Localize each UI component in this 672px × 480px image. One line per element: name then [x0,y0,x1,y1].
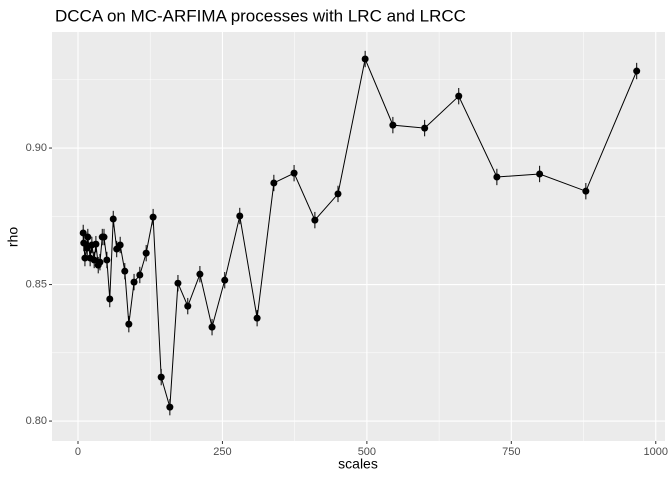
point [81,254,89,262]
point [157,373,165,381]
point [421,124,429,132]
point [236,212,244,220]
point [184,302,192,310]
point [130,278,138,286]
point [149,213,157,221]
point [253,314,261,322]
x-tick-label: 500 [358,446,376,458]
point [633,67,641,75]
point [100,233,108,241]
point [90,256,98,264]
point [166,403,174,411]
point [290,169,298,177]
point [536,170,544,178]
point [80,239,88,247]
point [142,249,150,257]
point [109,215,117,223]
point [96,258,104,266]
point [84,233,92,241]
point [136,271,144,279]
point [174,279,182,287]
point [208,323,216,331]
point [116,241,124,249]
point [221,276,229,284]
x-tick-label: 750 [502,446,520,458]
y-tick-label: 0.90 [26,142,47,154]
y-tick-label: 0.85 [26,278,47,290]
chart-title: DCCA on MC-ARFIMA processes with LRC and… [55,6,466,25]
x-tick-label: 0 [75,446,81,458]
point [334,190,342,198]
point [79,229,87,237]
point [92,240,100,248]
y-tick-label: 0.80 [26,415,47,427]
x-axis-label: scales [338,456,378,472]
point [493,173,501,181]
point [121,267,129,275]
point [103,256,111,264]
point [389,121,397,129]
x-tick-label: 250 [213,446,231,458]
point [311,216,319,224]
point [270,179,278,187]
y-axis-label: rho [5,227,21,247]
point [455,92,463,100]
point [361,55,369,63]
point [196,270,204,278]
point [582,187,590,195]
x-tick-label: 1000 [644,446,668,458]
point [125,320,133,328]
point [106,295,114,303]
